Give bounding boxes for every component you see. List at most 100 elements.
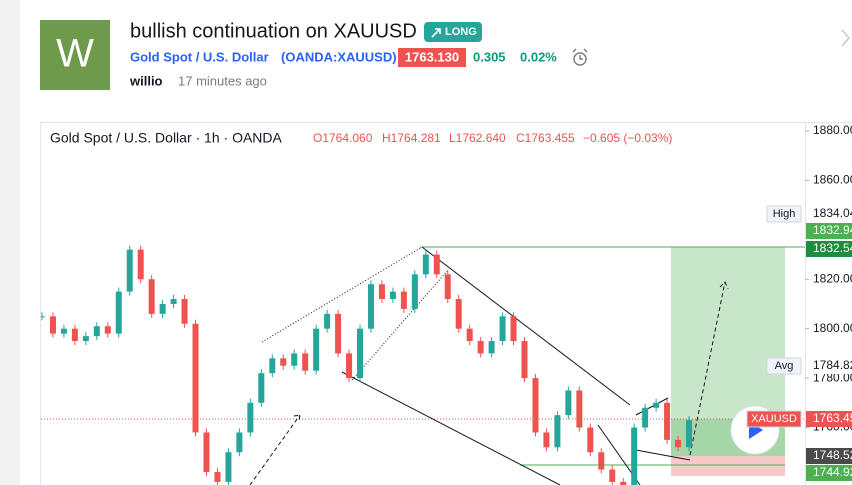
candle-body [565,390,572,416]
price: 1763.130 [405,49,459,64]
candle-body [422,254,429,275]
left-gutter [0,0,20,485]
price-tag-value: 1832.94 [813,223,852,237]
candle-body [554,415,561,448]
symbol-name[interactable]: Gold Spot / U.S. Dollar [130,49,269,64]
candle-body [148,279,155,314]
price-tag-value: 1784.82 [813,358,852,372]
candle [455,295,462,333]
candle-body [466,328,473,342]
candle-body [104,326,111,334]
candle-body [675,439,682,448]
candle [609,465,616,485]
candle [137,245,144,284]
author[interactable]: willio [129,73,163,88]
candle-body [620,481,627,485]
candle-body [653,402,660,408]
candle-body [170,299,177,304]
candle [378,280,385,304]
candle-body [93,326,100,337]
price-tag [806,241,852,257]
candle-body [664,402,671,440]
candle [49,312,56,338]
candle [181,295,188,328]
candle-body [181,299,188,324]
legend-high: H1764.281 [382,131,441,145]
candle [280,354,287,370]
candle [170,295,177,308]
candle-body [499,316,506,342]
candle-body [115,291,122,334]
candle [192,319,199,437]
candle [664,398,671,444]
candle [367,280,374,333]
candle [631,423,638,485]
candle [565,386,572,420]
price-tag [806,206,852,222]
candle-body [313,328,320,371]
candle [598,448,605,474]
candle-body [532,378,539,433]
next-arrow[interactable] [841,29,850,47]
candle-body [598,452,605,470]
change-pct: 0.02% [520,49,557,64]
candle-body [488,341,495,354]
candle [335,309,342,358]
candle [510,312,517,346]
candle-body [203,432,210,473]
candle [324,309,331,333]
candle [576,386,583,432]
legend-close: C1763.455 [516,131,575,145]
candle [346,349,353,383]
candle-body [389,291,396,300]
y-tick-label: 1820.00 [813,271,852,285]
time: 17 minutes ago [178,73,267,88]
candle-body [521,341,528,379]
price-tag [806,223,852,239]
candle [93,322,100,341]
candle [433,250,440,279]
candle-body [335,313,342,354]
candle-body [631,427,638,485]
candle-body [60,328,67,334]
candle [686,416,692,452]
price-tag [806,358,852,374]
candle-body [609,469,616,482]
y-tick-label: 1880.00 [813,123,852,137]
price-tag [806,465,852,481]
price-tag [806,411,852,427]
candle [543,428,550,452]
candle [532,374,539,437]
candle [159,299,166,318]
long-badge [424,22,482,42]
tag-label: Avg [775,360,794,372]
candle [41,312,45,321]
candle-body [280,358,287,366]
price-box [398,48,466,67]
tag-label-box [766,357,802,375]
symbol-code[interactable]: (OANDA:XAUUSD) [281,49,397,64]
candle [247,398,254,437]
candle [291,349,298,370]
candle-body [642,407,649,428]
candle [411,270,418,313]
candle [521,337,528,383]
candle-body [41,316,45,318]
price-tag-value: 1763.455 [813,411,852,425]
candle [400,287,407,313]
candle-body [258,373,265,403]
candle-body [477,341,484,354]
legend-change: −0.605 (−0.03%) [583,131,672,145]
candle [126,245,133,296]
candle [148,275,155,318]
candle [225,448,232,485]
candle [642,403,649,432]
price-tag-value: 1834.04 [813,206,852,220]
alert-icon[interactable] [572,48,588,66]
candle [422,250,429,279]
candle [587,423,594,457]
long-icon [431,28,441,38]
legend-low: L1762.640 [449,131,506,145]
candle-body [49,316,56,334]
